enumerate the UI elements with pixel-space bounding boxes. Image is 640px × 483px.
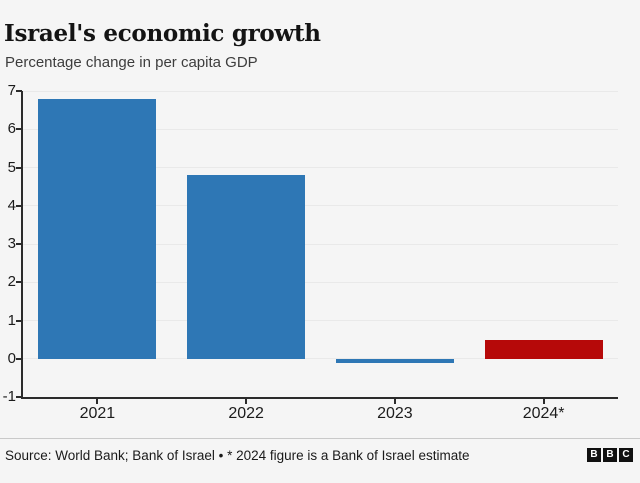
chart-subtitle: Percentage change in per capita GDP: [5, 54, 258, 71]
chart-title: Israel's economic growth: [4, 20, 321, 47]
y-axis-tick: [16, 204, 22, 207]
x-tick-label: 2021: [79, 405, 116, 422]
y-tick-label: 3: [7, 235, 16, 252]
y-tick-label: 4: [7, 196, 16, 214]
bar-2021: [38, 98, 157, 359]
gridline: [23, 205, 618, 207]
x-axis-tick: [542, 399, 545, 404]
y-tick-label: -1: [2, 388, 16, 405]
footer-divider: [0, 438, 640, 439]
bbc-logo-block: B: [603, 448, 617, 462]
bar-2023: [335, 358, 454, 363]
gridline: [23, 358, 618, 360]
bbc-logo-block: C: [619, 448, 633, 462]
y-axis-tick: [16, 281, 22, 284]
x-tick-label: 2023: [377, 405, 413, 422]
gridline: [23, 90, 618, 92]
x-tick-label: 2024*: [522, 405, 565, 422]
source-note: Source: World Bank; Bank of Israel • * 2…: [5, 448, 470, 463]
y-axis-tick: [16, 319, 22, 322]
y-axis-tick: [16, 357, 22, 360]
bar-2024*: [484, 339, 603, 359]
x-axis-tick: [96, 399, 99, 404]
y-axis-spine: [21, 91, 23, 399]
y-tick-label: 0: [7, 349, 16, 367]
y-axis-tick: [16, 90, 22, 92]
gridline: [23, 128, 618, 130]
gridline: [23, 320, 618, 321]
y-tick-label: 2: [7, 273, 16, 291]
y-tick-label: 1: [7, 311, 16, 329]
gridline: [23, 281, 618, 283]
gridline: [23, 167, 618, 168]
x-axis-tick: [393, 399, 396, 404]
y-axis-tick: [16, 396, 22, 398]
gridline: [23, 243, 618, 245]
bar-2022: [187, 175, 306, 359]
x-tick-label: 2022: [228, 405, 264, 422]
bbc-logo-block: B: [587, 448, 601, 462]
x-axis-spine: [21, 397, 618, 399]
y-axis-tick: [16, 243, 22, 245]
y-tick-label: 5: [7, 158, 16, 176]
x-axis-tick: [245, 399, 248, 404]
y-tick-label: 7: [7, 82, 16, 99]
y-axis-tick: [16, 166, 22, 169]
plot-area: -1 0 1 2 3 4 5 6 7 2021 2022 2023 2024*: [2, 82, 618, 422]
y-tick-label: 6: [7, 120, 16, 138]
y-axis-tick: [16, 128, 22, 131]
